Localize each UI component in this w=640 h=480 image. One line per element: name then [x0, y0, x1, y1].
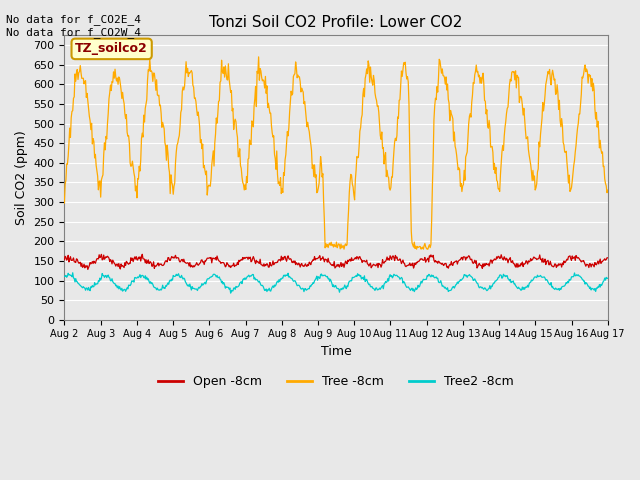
X-axis label: Time: Time	[321, 345, 351, 358]
Y-axis label: Soil CO2 (ppm): Soil CO2 (ppm)	[15, 130, 28, 225]
Text: No data for f_CO2E_4
No data for f_CO2W_4: No data for f_CO2E_4 No data for f_CO2W_…	[6, 14, 141, 38]
Legend: Open -8cm, Tree -8cm, Tree2 -8cm: Open -8cm, Tree -8cm, Tree2 -8cm	[153, 370, 519, 393]
Title: Tonzi Soil CO2 Profile: Lower CO2: Tonzi Soil CO2 Profile: Lower CO2	[209, 15, 463, 30]
Text: TZ_soilco2: TZ_soilco2	[76, 42, 148, 55]
